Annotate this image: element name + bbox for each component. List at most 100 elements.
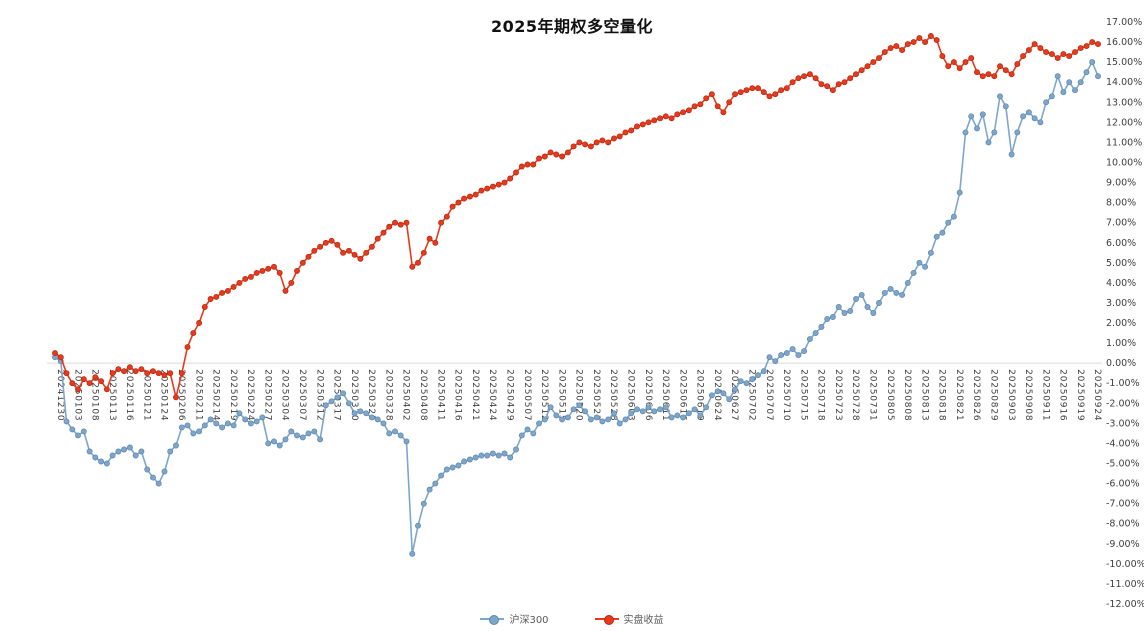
data-point <box>132 452 139 459</box>
data-point <box>605 139 612 146</box>
data-point <box>927 33 934 39</box>
data-point <box>155 480 162 487</box>
data-point <box>242 275 249 282</box>
data-point <box>201 422 208 429</box>
x-axis-label: 20250903 <box>1006 369 1016 421</box>
data-point <box>426 486 433 493</box>
data-point <box>1060 89 1067 96</box>
x-axis-label: 20250723 <box>833 369 843 421</box>
data-point <box>1037 119 1044 126</box>
data-point <box>351 410 358 417</box>
data-point <box>778 352 785 359</box>
x-axis-label: 20250528 <box>608 369 618 421</box>
data-point <box>547 149 554 156</box>
data-point <box>207 416 214 423</box>
data-point <box>299 434 306 441</box>
data-point <box>697 101 704 108</box>
y-axis-label: -8.00% <box>1106 519 1140 530</box>
data-point <box>708 91 715 98</box>
x-axis-label: 20250515 <box>556 369 566 421</box>
data-point <box>524 161 531 168</box>
y-axis-label: -7.00% <box>1106 499 1140 510</box>
data-point <box>824 316 831 322</box>
data-point <box>132 368 139 375</box>
data-point <box>760 89 767 96</box>
y-axis-label: -3.00% <box>1106 418 1140 429</box>
data-point <box>587 143 594 150</box>
data-point <box>150 368 156 375</box>
data-point <box>553 151 560 158</box>
data-point <box>950 213 957 220</box>
data-point <box>691 103 698 110</box>
data-point <box>668 115 675 122</box>
data-point <box>893 289 900 296</box>
data-point <box>570 406 577 413</box>
data-point <box>835 81 842 88</box>
data-point <box>864 63 871 70</box>
data-point <box>247 420 254 427</box>
data-point <box>236 279 243 286</box>
y-axis-label: 0.00% <box>1106 358 1136 369</box>
data-point <box>564 149 571 156</box>
data-point <box>812 75 819 82</box>
data-point <box>415 522 421 529</box>
data-point <box>219 424 226 431</box>
data-point <box>587 416 594 423</box>
data-point <box>772 91 779 98</box>
data-point <box>345 400 352 407</box>
data-point <box>1083 69 1090 76</box>
data-point <box>530 430 537 437</box>
data-point <box>265 265 272 272</box>
data-point <box>357 255 364 262</box>
y-axis-label: 12.00% <box>1106 117 1142 128</box>
data-point <box>1008 71 1015 78</box>
x-axis-label: 20250214 <box>211 369 221 421</box>
data-point <box>178 424 185 431</box>
data-point <box>783 85 790 92</box>
data-point <box>899 47 906 54</box>
y-axis-label: -11.00% <box>1106 579 1144 590</box>
y-axis-label: 5.00% <box>1106 258 1136 269</box>
data-point <box>536 155 542 162</box>
data-point <box>230 422 237 429</box>
data-point <box>518 163 525 170</box>
data-point <box>818 81 825 88</box>
data-point <box>484 452 491 459</box>
data-point <box>801 348 808 355</box>
data-point <box>726 396 733 403</box>
data-point <box>213 293 220 300</box>
data-point <box>86 380 93 387</box>
data-point <box>685 107 692 114</box>
data-point <box>63 418 70 425</box>
x-axis-label: 20250320 <box>349 369 359 421</box>
x-axis-label: 20250411 <box>435 369 445 421</box>
data-point <box>513 446 519 453</box>
data-point <box>720 109 727 116</box>
data-point <box>755 372 761 379</box>
x-axis-label: 20250227 <box>262 369 272 421</box>
data-point <box>582 408 589 415</box>
data-point <box>253 269 260 276</box>
data-point <box>582 141 589 148</box>
data-point <box>979 73 986 80</box>
data-point <box>265 440 272 447</box>
data-point <box>1025 109 1032 116</box>
data-point <box>426 235 433 242</box>
data-point <box>518 432 525 439</box>
y-axis-label: -10.00% <box>1106 559 1144 570</box>
data-point <box>305 253 312 260</box>
data-point <box>743 87 750 94</box>
data-point <box>853 71 859 78</box>
x-axis-label: 20250702 <box>746 369 756 421</box>
data-point <box>530 161 537 168</box>
data-point <box>161 372 168 379</box>
data-point <box>1054 73 1061 80</box>
y-axis-label: 11.00% <box>1106 137 1142 148</box>
data-point <box>553 412 560 419</box>
data-point <box>559 416 566 423</box>
data-point <box>1020 53 1027 60</box>
y-axis-label: -9.00% <box>1106 539 1140 550</box>
data-point <box>507 454 514 461</box>
data-point <box>1020 113 1027 120</box>
